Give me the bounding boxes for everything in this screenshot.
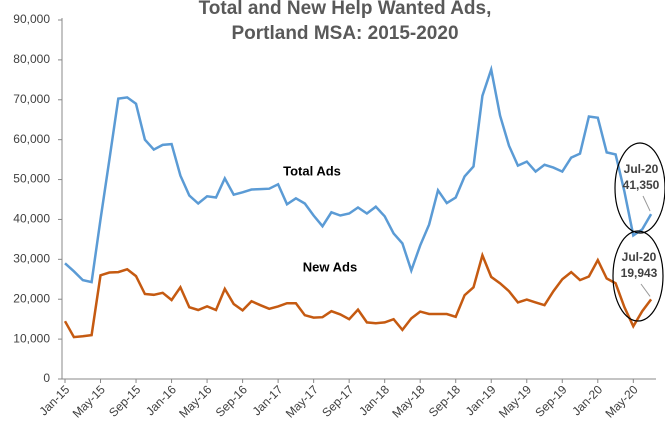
leader-line [640,283,651,297]
data-label: 41,350 [623,178,660,192]
y-tick-label: 40,000 [13,212,50,226]
x-tick-label: May-15 [70,382,108,420]
x-tick-label: Sep-16 [213,382,250,419]
chart-title: Portland MSA: 2015-2020 [231,23,458,44]
x-tick-label: May-20 [602,382,640,420]
x-tick-label: May-19 [496,382,534,420]
y-tick-label: 90,000 [13,12,50,26]
y-tick-label: 50,000 [13,172,50,186]
callout-label: Jul-20 [624,162,659,176]
x-tick-label: May-16 [176,382,214,420]
y-tick-label: 60,000 [13,132,50,146]
y-tick-label: 20,000 [13,291,50,305]
x-tick-label: Jan-16 [143,382,179,418]
x-tick-label: Jan-18 [356,382,392,418]
x-tick-label: Sep-17 [319,382,356,419]
x-tick-label: Jan-15 [37,382,73,418]
y-tick-label: 70,000 [13,92,50,106]
x-tick-label: Sep-15 [106,382,143,419]
x-tick-label: Sep-18 [426,382,463,419]
series-line [63,251,653,339]
series-label: New Ads [303,259,357,274]
y-tick-label: 0 [43,371,50,385]
x-tick-label: Jan-20 [569,382,605,418]
series-label: Total Ads [283,163,341,178]
x-tick-label: Sep-19 [532,382,569,419]
y-tick-label: 30,000 [13,252,50,266]
callout-ring [612,230,664,322]
x-tick-label: Jan-17 [250,382,286,418]
leader-line [642,195,651,212]
y-tick-label: 10,000 [13,331,50,345]
y-tick-label: 80,000 [13,52,50,66]
callout-label: Jul-20 [622,250,657,264]
callout-ring [614,142,665,234]
x-tick-label: Jan-19 [463,382,499,418]
data-label: 19,943 [621,266,658,280]
x-tick-label: May-17 [283,382,321,420]
chart-title: Total and New Help Wanted Ads, [199,0,492,19]
series-line [64,64,653,284]
x-tick-label: May-18 [389,382,427,420]
